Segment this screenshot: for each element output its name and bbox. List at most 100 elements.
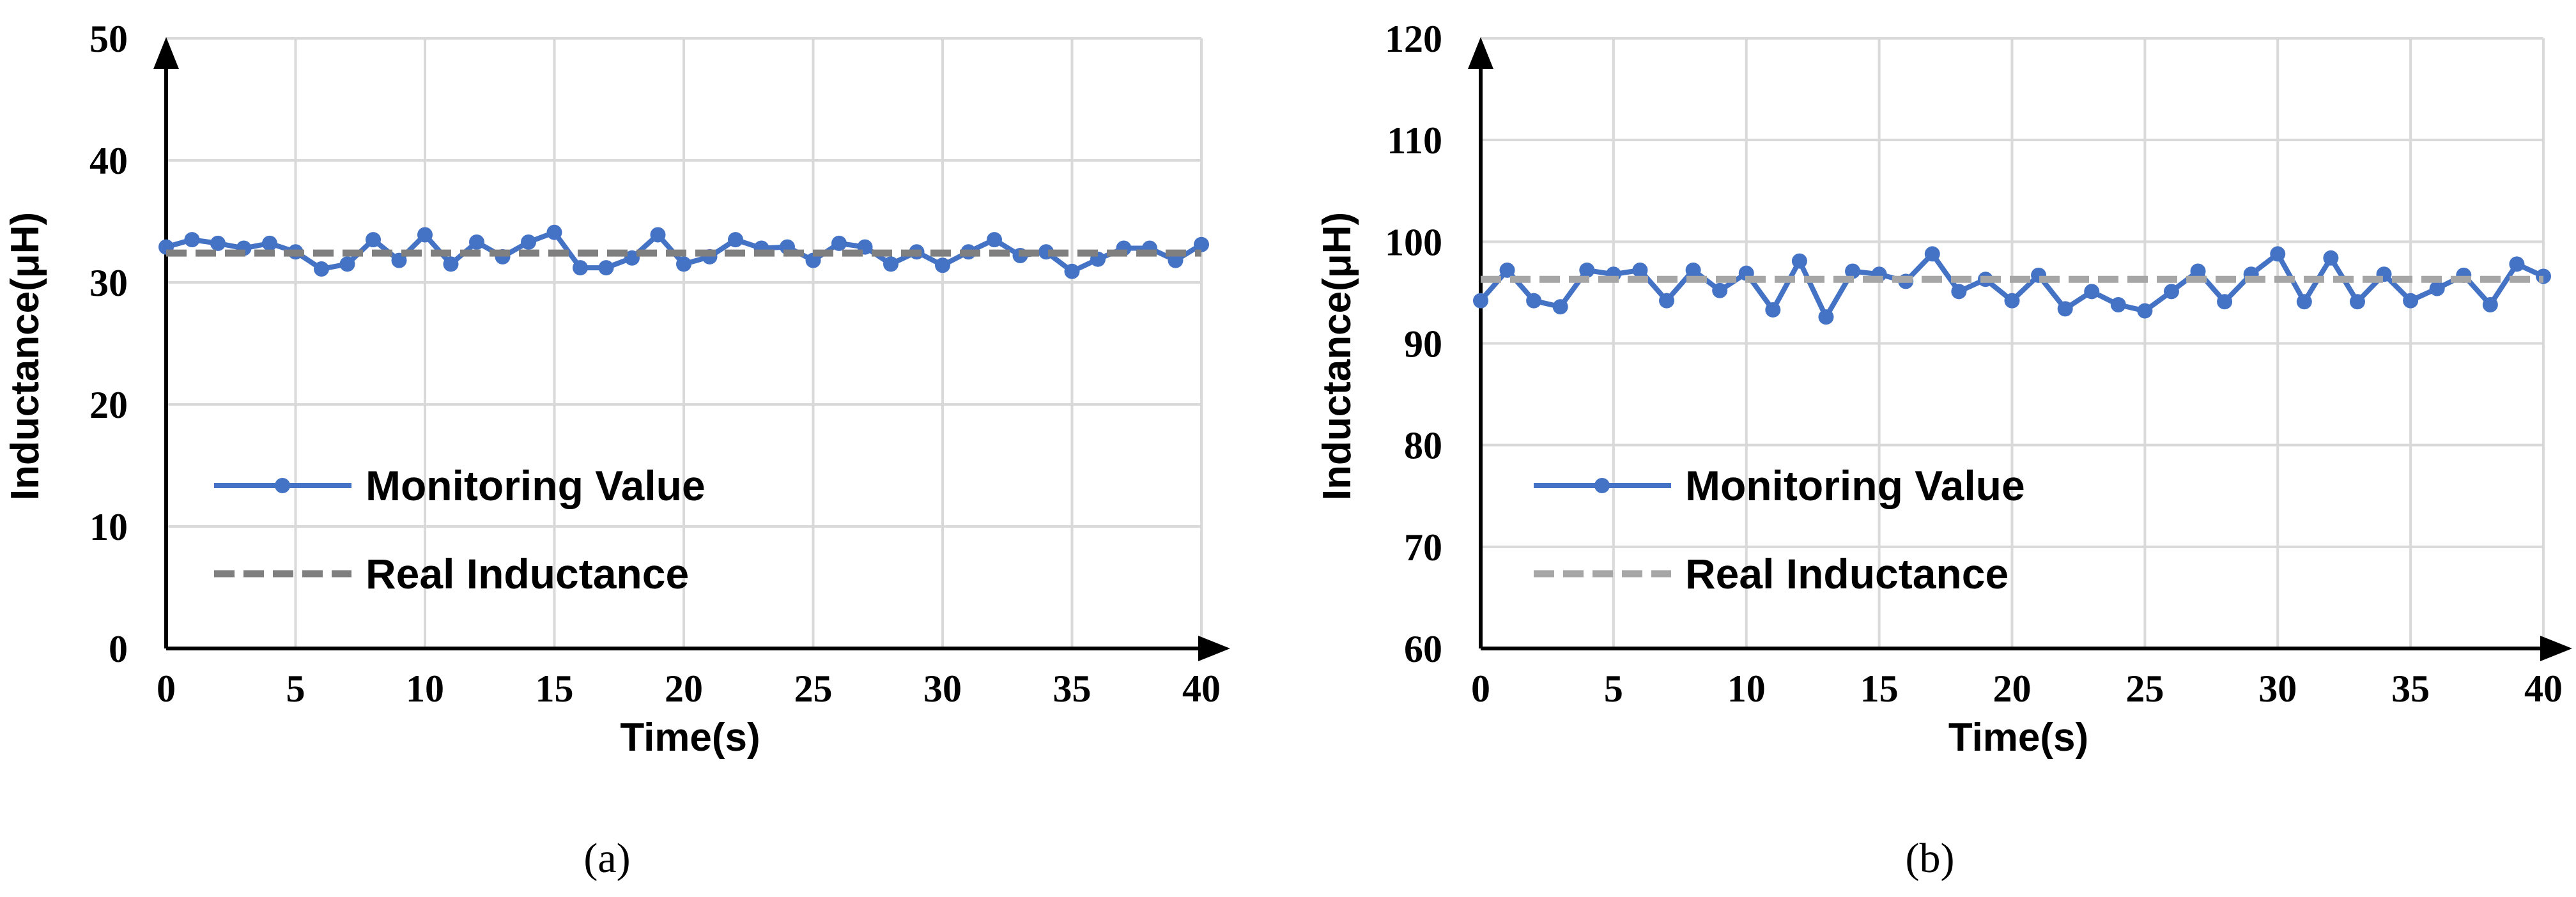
y-axis-title: Inductance(μH) — [3, 212, 47, 500]
data-point-monitoring-value — [831, 235, 847, 251]
x-tick-label: 30 — [923, 668, 962, 710]
data-point-monitoring-value — [2004, 293, 2020, 309]
y-tick-label: 50 — [89, 18, 128, 60]
data-point-monitoring-value — [521, 234, 536, 250]
data-point-monitoring-value — [339, 256, 355, 272]
y-tick-label: 10 — [89, 506, 128, 548]
y-tick-label: 30 — [89, 262, 128, 304]
data-point-monitoring-value — [598, 260, 614, 276]
y-axis-arrow-icon — [153, 37, 179, 69]
data-point-monitoring-value — [1685, 262, 1701, 278]
data-point-monitoring-value — [2270, 246, 2286, 262]
figure-caption: (b) — [1906, 835, 1955, 882]
x-tick-label: 0 — [157, 668, 176, 710]
data-point-monitoring-value — [728, 232, 743, 248]
legend-label-real-inductance: Real Inductance — [366, 550, 689, 597]
x-tick-label: 20 — [1993, 668, 2032, 710]
y-tick-label: 90 — [1404, 323, 1442, 365]
data-point-monitoring-value — [184, 232, 200, 248]
y-tick-label: 60 — [1404, 628, 1442, 670]
x-tick-label: 5 — [1604, 668, 1623, 710]
data-point-monitoring-value — [1552, 299, 1568, 315]
data-point-monitoring-value — [262, 235, 277, 251]
y-axis-arrow-icon — [1468, 37, 1493, 69]
data-point-monitoring-value — [1579, 262, 1595, 278]
x-tick-label: 10 — [406, 668, 444, 710]
x-tick-label: 0 — [1471, 668, 1490, 710]
data-point-monitoring-value — [1659, 293, 1675, 309]
x-tick-label: 40 — [2524, 668, 2563, 710]
data-point-monitoring-value — [210, 235, 226, 251]
data-point-monitoring-value — [1924, 246, 1940, 262]
x-tick-label: 35 — [2391, 668, 2430, 710]
x-tick-label: 15 — [536, 668, 574, 710]
data-point-monitoring-value — [1818, 309, 1834, 325]
data-point-monitoring-value — [1194, 236, 1209, 252]
data-point-monitoring-value — [650, 227, 666, 243]
y-tick-label: 40 — [89, 140, 128, 182]
data-point-monitoring-value — [1499, 262, 1515, 278]
data-point-monitoring-value — [2429, 280, 2445, 296]
x-axis-title: Time(s) — [1948, 716, 2088, 760]
x-tick-label: 20 — [665, 668, 703, 710]
x-tick-label: 10 — [1727, 668, 1766, 710]
data-point-monitoring-value — [2349, 294, 2365, 310]
data-point-monitoring-value — [935, 257, 950, 273]
legend-label-monitoring-value: Monitoring Value — [1685, 462, 2025, 509]
data-point-monitoring-value — [2323, 250, 2339, 266]
data-point-monitoring-value — [1791, 253, 1807, 269]
x-axis-title: Time(s) — [620, 716, 760, 760]
figure-caption: (a) — [583, 835, 630, 882]
data-point-monitoring-value — [2509, 256, 2525, 272]
data-point-monitoring-value — [2482, 297, 2498, 313]
data-point-monitoring-value — [2057, 301, 2073, 317]
data-point-monitoring-value — [2110, 297, 2126, 313]
data-point-monitoring-value — [883, 256, 899, 272]
legend-label-real-inductance: Real Inductance — [1685, 550, 2009, 597]
y-tick-label: 100 — [1385, 221, 1442, 263]
data-point-monitoring-value — [1632, 262, 1648, 278]
x-tick-label: 40 — [1182, 668, 1221, 710]
data-point-monitoring-value — [1064, 263, 1080, 279]
y-tick-label: 120 — [1385, 18, 1442, 60]
chart-a: 0 5 10 15 20 25 30 35 40 0 10 20 30 40 50 Time(s) Induct… — [3, 18, 1230, 882]
x-tick-label: 5 — [286, 668, 305, 710]
data-point-monitoring-value — [1712, 282, 1728, 298]
data-point-monitoring-value — [2403, 293, 2419, 309]
data-point-monitoring-value — [1765, 302, 1781, 318]
data-point-monitoring-value — [987, 232, 1002, 248]
data-point-monitoring-value — [366, 232, 381, 248]
data-point-monitoring-value — [2296, 294, 2312, 310]
data-point-monitoring-value — [1951, 284, 1967, 300]
data-point-monitoring-value — [573, 260, 588, 276]
x-tick-label: 30 — [2258, 668, 2297, 710]
data-point-monitoring-value — [469, 234, 484, 250]
y-axis-title: Inductance(μH) — [1315, 212, 1359, 500]
data-point-monitoring-value — [2137, 303, 2153, 319]
data-point-monitoring-value — [546, 224, 562, 240]
x-tick-label: 25 — [794, 668, 833, 710]
data-point-monitoring-value — [2217, 294, 2233, 310]
x-tick-label: 15 — [1860, 668, 1899, 710]
data-point-monitoring-value — [1845, 263, 1861, 279]
data-point-monitoring-value — [2163, 284, 2179, 300]
y-tick-label: 80 — [1404, 425, 1442, 467]
legend-label-monitoring-value: Monitoring Value — [366, 462, 706, 509]
legend-marker-monitoring-value — [1594, 478, 1610, 493]
data-point-monitoring-value — [1526, 293, 1542, 309]
y-tick-label: 70 — [1404, 526, 1442, 569]
data-point-monitoring-value — [2084, 284, 2100, 300]
legend-marker-monitoring-value — [275, 478, 290, 493]
y-tick-label: 0 — [109, 628, 128, 670]
chart-b: 0 5 10 15 20 25 30 35 40 60 70 80 90 100 110 120 Time(s)… — [1315, 18, 2572, 882]
data-point-monitoring-value — [676, 256, 691, 272]
data-point-monitoring-value — [417, 227, 433, 243]
x-axis-arrow-icon — [1198, 636, 1230, 661]
y-tick-label: 20 — [89, 384, 128, 426]
x-tick-label: 35 — [1053, 668, 1091, 710]
data-point-monitoring-value — [443, 256, 459, 272]
y-tick-label: 110 — [1387, 119, 1442, 162]
data-point-monitoring-value — [1473, 293, 1488, 309]
x-tick-label: 25 — [2125, 668, 2164, 710]
